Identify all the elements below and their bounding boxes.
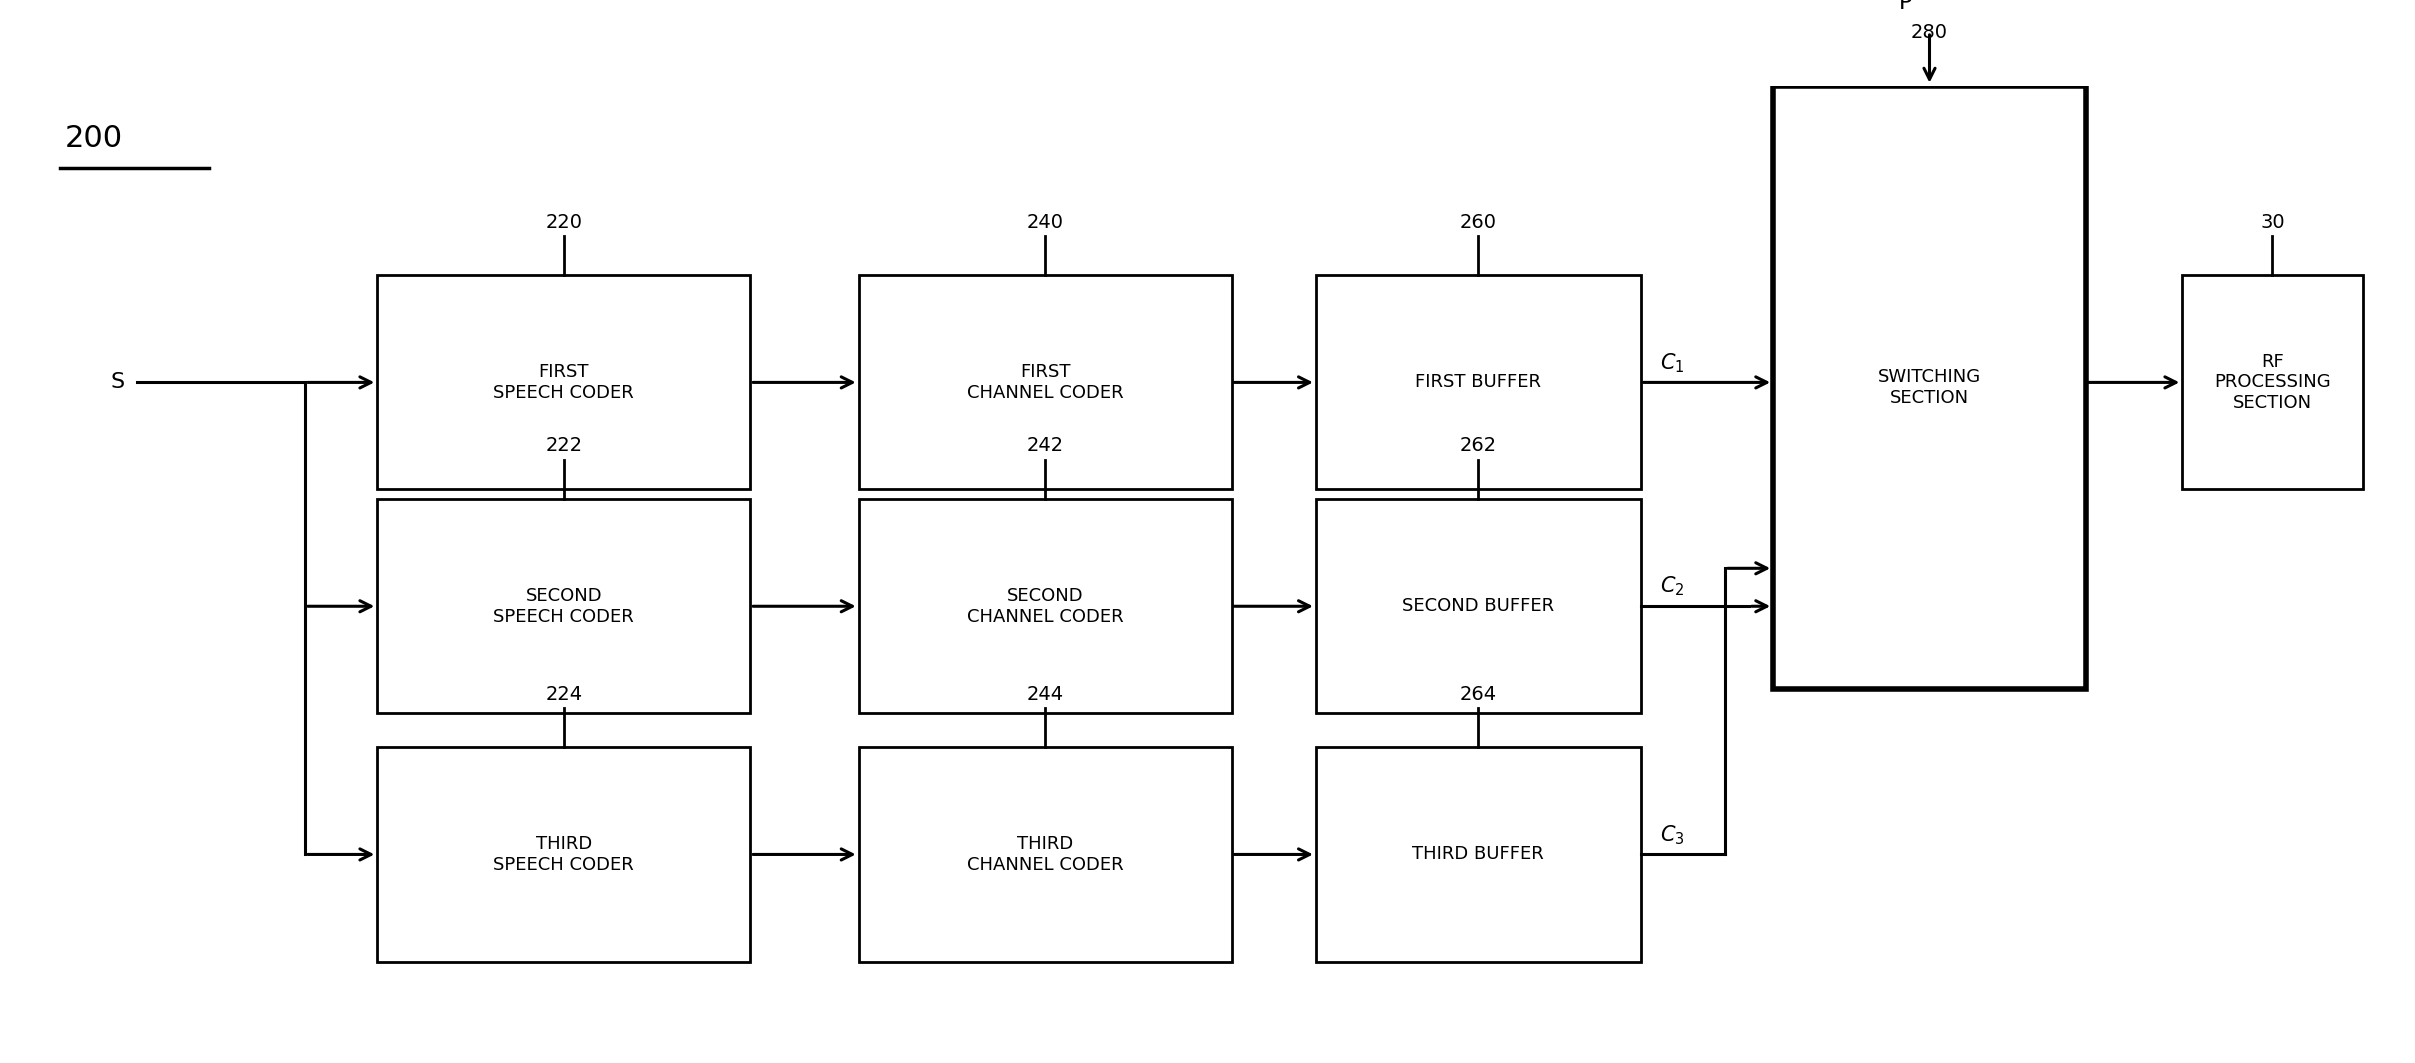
- Text: 262: 262: [1459, 437, 1497, 455]
- Text: 280: 280: [1910, 22, 1949, 41]
- Text: S: S: [111, 372, 126, 392]
- FancyBboxPatch shape: [377, 747, 751, 962]
- Text: 264: 264: [1459, 685, 1497, 704]
- Text: P: P: [1898, 0, 1913, 13]
- Text: $C_2$: $C_2$: [1659, 575, 1683, 598]
- FancyBboxPatch shape: [1316, 275, 1640, 489]
- Text: SECOND
SPEECH CODER: SECOND SPEECH CODER: [493, 587, 635, 626]
- Text: THIRD BUFFER: THIRD BUFFER: [1413, 845, 1543, 863]
- Text: 244: 244: [1026, 685, 1063, 704]
- Text: 224: 224: [546, 685, 582, 704]
- Text: 200: 200: [65, 124, 123, 153]
- FancyBboxPatch shape: [377, 275, 751, 489]
- FancyBboxPatch shape: [2183, 275, 2362, 489]
- Text: FIRST BUFFER: FIRST BUFFER: [1415, 373, 1541, 391]
- FancyBboxPatch shape: [860, 500, 1232, 713]
- Text: THIRD
SPEECH CODER: THIRD SPEECH CODER: [493, 836, 635, 874]
- Text: SWITCHING
SECTION: SWITCHING SECTION: [1879, 368, 1980, 407]
- Text: FIRST
SPEECH CODER: FIRST SPEECH CODER: [493, 362, 635, 402]
- FancyBboxPatch shape: [1316, 500, 1640, 713]
- FancyBboxPatch shape: [860, 275, 1232, 489]
- Text: 260: 260: [1459, 213, 1497, 232]
- Text: 242: 242: [1026, 437, 1063, 455]
- FancyBboxPatch shape: [377, 500, 751, 713]
- Text: 240: 240: [1026, 213, 1063, 232]
- FancyBboxPatch shape: [860, 747, 1232, 962]
- Text: $C_3$: $C_3$: [1659, 823, 1686, 846]
- Text: SECOND
CHANNEL CODER: SECOND CHANNEL CODER: [966, 587, 1123, 626]
- Text: RF
PROCESSING
SECTION: RF PROCESSING SECTION: [2215, 353, 2330, 412]
- Text: 220: 220: [546, 213, 582, 232]
- Text: 222: 222: [546, 437, 582, 455]
- Text: THIRD
CHANNEL CODER: THIRD CHANNEL CODER: [966, 836, 1123, 874]
- Text: $C_1$: $C_1$: [1659, 351, 1683, 374]
- Text: 30: 30: [2260, 213, 2285, 232]
- FancyBboxPatch shape: [1773, 85, 2087, 689]
- Text: SECOND BUFFER: SECOND BUFFER: [1403, 597, 1555, 615]
- FancyBboxPatch shape: [1316, 747, 1640, 962]
- Text: FIRST
CHANNEL CODER: FIRST CHANNEL CODER: [966, 362, 1123, 402]
